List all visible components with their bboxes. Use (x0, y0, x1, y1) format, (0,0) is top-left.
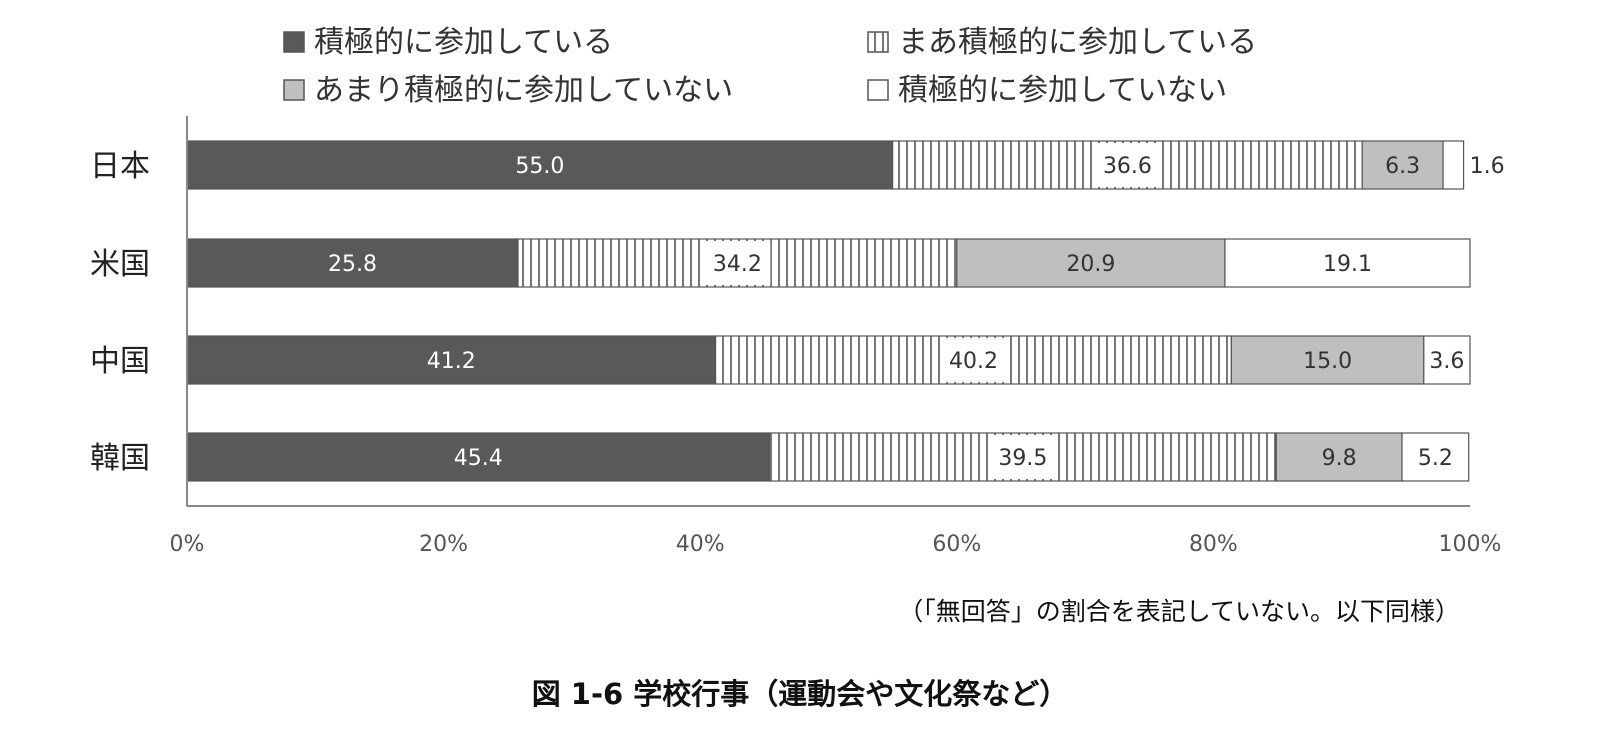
data-label: 20.9 (1066, 252, 1115, 277)
category-label: 米国 (90, 247, 150, 282)
x-tick-label: 100% (1439, 532, 1502, 557)
bar-segment (1361, 140, 1444, 190)
data-label: 5.2 (1418, 446, 1453, 471)
bar-segment (1224, 238, 1471, 288)
bar-segment (1423, 335, 1471, 385)
data-label: 55.0 (515, 154, 564, 179)
legend-swatch (867, 79, 889, 101)
bar-row: 日本 55.0 36.6 6.3 1.6 (90, 140, 1505, 190)
data-label: 9.8 (1322, 446, 1357, 471)
category-label: 韓国 (90, 441, 150, 476)
x-tick-label: 40% (676, 532, 725, 557)
bar-row: 中国 41.2 40.2 15.0 3.6 (90, 335, 1471, 385)
data-label-box (704, 241, 771, 285)
legend-swatch (867, 31, 889, 53)
figure-caption: 図 1-6 学校行事（運動会や文化祭など） (532, 677, 1069, 711)
bar-row: 韓国 45.4 39.5 9.8 5.2 (90, 432, 1470, 482)
data-label: 41.2 (427, 349, 476, 374)
data-label: 19.1 (1323, 252, 1372, 277)
legend-label: まあ積極的に参加している (898, 25, 1257, 60)
data-label-box (1094, 143, 1161, 187)
data-label: 40.2 (949, 349, 998, 374)
category-label: 日本 (90, 149, 150, 184)
bars-group: 日本 55.0 36.6 6.3 1.6 米国 25.8 34.2 20.9 19.1 中国 41.2… (90, 140, 1505, 482)
legend-label: 積極的に参加していない (898, 73, 1227, 108)
data-label: 15.0 (1303, 349, 1352, 374)
legend-swatch (283, 31, 305, 53)
data-label-box (940, 338, 1007, 382)
bar-segment (1442, 140, 1465, 190)
data-label: 34.2 (713, 252, 762, 277)
data-label: 25.8 (328, 252, 377, 277)
axes-group: 0% 20% 40% 60% 80% 100% (170, 116, 1502, 557)
legend-label: 積極的に参加している (314, 25, 613, 60)
data-label: 39.5 (998, 446, 1047, 471)
chart-note: （「無回答」の割合を表記していない。以下同様） (898, 597, 1460, 626)
bar-segment (186, 140, 894, 190)
data-label: 1.6 (1470, 154, 1505, 179)
x-tick-label: 0% (170, 532, 205, 557)
x-tick-label: 20% (419, 532, 468, 557)
data-label-box (989, 435, 1056, 479)
data-label: 45.4 (454, 446, 503, 471)
x-tick-label: 80% (1189, 532, 1238, 557)
data-label: 36.6 (1103, 154, 1152, 179)
x-tick-label: 60% (932, 532, 981, 557)
bar-segment (1401, 432, 1470, 482)
bar-row: 米国 25.8 34.2 20.9 19.1 (90, 238, 1471, 288)
bar-segment (1275, 432, 1403, 482)
category-label: 中国 (90, 344, 150, 379)
data-label: 6.3 (1385, 154, 1420, 179)
bar-segment (956, 238, 1226, 288)
legend-swatch (283, 79, 305, 101)
legend-label: あまり積極的に参加していない (314, 73, 733, 108)
bar-segment (186, 335, 717, 385)
bar-segment (1230, 335, 1425, 385)
data-label: 3.6 (1429, 349, 1464, 374)
bar-segment (186, 238, 519, 288)
